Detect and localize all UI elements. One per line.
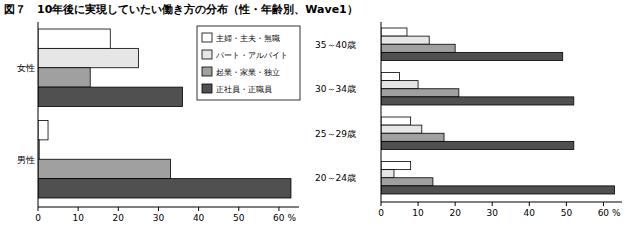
bar	[381, 52, 563, 60]
bar	[381, 73, 400, 81]
x-tick	[118, 207, 119, 211]
x-tick-label: 10	[412, 208, 424, 218]
legend: 主婦・主夫・無職パート・アルバイト起業・家業・独立正社員・正職員	[197, 26, 300, 100]
bar	[381, 81, 418, 89]
bar	[381, 28, 407, 36]
bar	[38, 87, 183, 106]
bar	[381, 178, 433, 186]
x-tick	[238, 207, 239, 211]
bar	[381, 162, 411, 170]
x-tick	[381, 202, 382, 206]
bar	[381, 89, 459, 97]
x-tick	[529, 202, 530, 206]
x-tick-label: 40	[193, 213, 205, 223]
legend-swatch	[202, 84, 212, 93]
x-tick-label: 10	[72, 213, 84, 223]
bar	[381, 141, 574, 149]
x-tick-label: 20	[113, 213, 125, 223]
legend-label: 正社員・正職員	[216, 85, 272, 94]
bar	[381, 186, 615, 194]
bar	[38, 48, 138, 67]
x-tick-label: 50	[233, 213, 245, 223]
x-axis-line	[381, 202, 622, 203]
y-axis-line	[381, 22, 382, 202]
x-tick-label: 20	[449, 208, 461, 218]
bars	[38, 29, 291, 198]
x-tick-label: 0	[35, 213, 41, 223]
x-tick	[566, 202, 567, 206]
chart-title: 図７ 10年後に実現していたい働き方の分布（性・年齢別、Wave1）	[4, 3, 358, 16]
x-tick	[418, 202, 419, 206]
category-label: 25～29歳	[315, 129, 356, 139]
chart-root: 図７ 10年後に実現していたい働き方の分布（性・年齢別、Wave1） 女性男性 0 1…	[0, 0, 628, 228]
category-label: 女性	[17, 63, 35, 73]
x-tick-label: 60 %	[273, 213, 296, 223]
y-axis-line	[38, 22, 39, 207]
x-tick	[278, 207, 279, 211]
category-label: 30～34歳	[315, 84, 356, 94]
x-tick	[78, 207, 79, 211]
legend-label: 起業・家業・独立	[216, 68, 280, 77]
x-tick-label: 30	[487, 208, 499, 218]
panel-1: 35～40歳 30～34歳 25～29歳 20～24歳 0 10 20 30 40 50 60 %	[315, 22, 622, 218]
x-axis-line	[38, 207, 299, 208]
bar	[381, 36, 429, 44]
x-tick	[492, 202, 493, 206]
x-tick	[455, 202, 456, 206]
bar	[38, 179, 291, 198]
x-tick-label: 40	[524, 208, 536, 218]
category-label: 35～40歳	[315, 40, 356, 50]
bar	[38, 121, 48, 140]
legend-label: 主婦・主夫・無職	[216, 34, 280, 43]
legend-swatch	[202, 50, 212, 59]
bar	[381, 170, 394, 178]
x-tick-label: 30	[153, 213, 165, 223]
bar	[381, 97, 574, 105]
x-tick	[158, 207, 159, 211]
x-tick-label: 50	[561, 208, 573, 218]
bar	[38, 29, 110, 48]
x-tick-label: 60 %	[598, 208, 621, 218]
x-tick	[198, 207, 199, 211]
bar	[38, 159, 171, 178]
legend-box	[197, 26, 300, 100]
bar	[381, 125, 422, 133]
legend-swatch	[202, 67, 212, 76]
bar	[381, 133, 444, 141]
legend-swatch	[202, 33, 212, 42]
x-tick-label: 0	[378, 208, 384, 218]
legend-label: パート・アルバイト	[215, 51, 288, 60]
category-label: 20～24歳	[315, 173, 356, 183]
panel-0: 図７ 10年後に実現していたい働き方の分布（性・年齢別、Wave1） 女性男性 0 1…	[4, 3, 358, 223]
category-label: 男性	[17, 155, 35, 165]
x-tick	[603, 202, 604, 206]
x-tick	[38, 207, 39, 211]
bars	[381, 28, 615, 194]
bar	[381, 117, 411, 125]
bar	[38, 68, 90, 87]
bar	[381, 44, 455, 52]
